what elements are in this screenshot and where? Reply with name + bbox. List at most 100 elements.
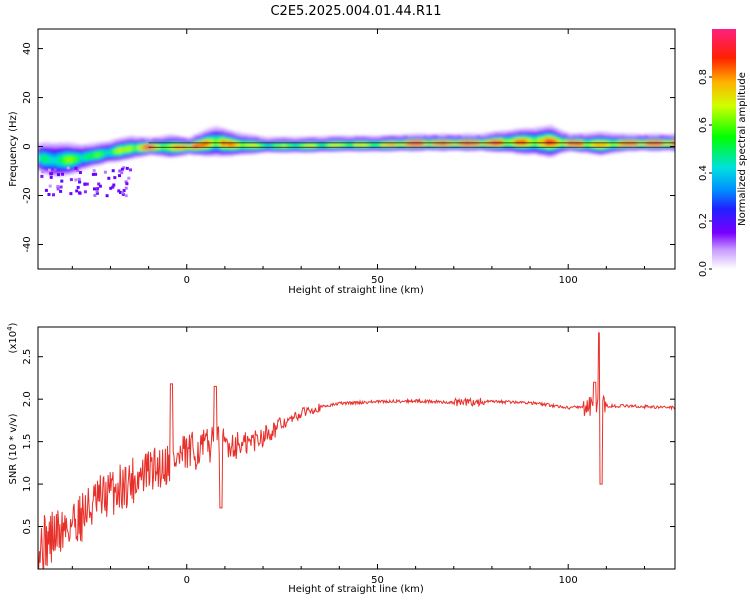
spectrogram-cell [373, 136, 379, 140]
spectrogram-cell [400, 135, 405, 139]
colorbar-tick-label: 0.0 [698, 261, 709, 277]
spectrogram-cell [610, 133, 615, 137]
spectrogram-cell [541, 126, 547, 131]
spectrogram-cell [488, 132, 493, 136]
spectrogram-speckle [49, 172, 53, 176]
spectrogram-cell [312, 136, 318, 140]
spectrogram-cell [278, 137, 283, 141]
spectrogram-speckle [120, 171, 124, 175]
y-tick-label: 0 [22, 143, 33, 149]
snr-ylabel: SNR (10 * v/v) [8, 413, 19, 484]
spectrogram-cell [617, 133, 623, 137]
spectrogram-cell [457, 134, 463, 138]
spectrogram-cell [602, 131, 608, 135]
spectrogram-cell [99, 141, 104, 146]
spectrogram-speckle [77, 177, 81, 181]
spectrogram-cell [625, 133, 630, 137]
spectrogram-speckle [112, 183, 116, 187]
spectrogram-cell [465, 133, 470, 137]
spectrogram-cell [430, 134, 436, 138]
y-tick-label: 2.0 [22, 391, 33, 407]
spectrogram-speckle [74, 166, 78, 170]
spectrogram-speckle [56, 185, 60, 189]
spectrogram-cell [675, 141, 680, 144]
colorbar-ticks: 0.0 0.2 0.4 0.6 0.8 [698, 69, 712, 277]
spectrogram-speckle [92, 169, 96, 173]
spectrogram-cell [347, 136, 352, 140]
spectrogram-cell [141, 137, 146, 141]
spectrogram-cell [591, 132, 596, 136]
spectrogram-cell [144, 136, 150, 140]
y-tick-label: 20 [22, 91, 33, 104]
spectrogram-cell [507, 130, 512, 135]
spectrogram-cell [221, 128, 226, 132]
spectrogram-cell [381, 135, 386, 140]
spectrogram-cell [503, 130, 508, 134]
spectrogram-cell [476, 134, 482, 138]
spectrogram-cell [171, 135, 177, 139]
spectrogram-cell [472, 133, 478, 137]
spectrogram-speckle [52, 193, 55, 197]
spectrogram-cell [160, 136, 165, 140]
spectrogram-cell [675, 135, 680, 138]
spectrogram-cell [633, 133, 638, 137]
spectrogram-cell [675, 146, 680, 149]
spectrogram-cell [461, 133, 466, 137]
spectrogram-cell [434, 134, 440, 138]
spectrogram-cell [163, 135, 169, 139]
spectrogram-xlabel: Height of straight line (km) [288, 285, 424, 296]
spectrogram-speckle [53, 168, 57, 172]
spectrogram-cell [667, 134, 672, 138]
spectrogram-cell [251, 135, 257, 139]
spectrogram-cell [335, 136, 341, 140]
colorbar-gradient [712, 29, 736, 269]
spectrogram-cell [175, 136, 180, 140]
spectrogram-speckle [40, 174, 44, 178]
spectrogram-cell [545, 125, 550, 130]
spectrogram-cell [247, 134, 253, 138]
spectrogram-cell [556, 129, 562, 133]
y-tick-label: -20 [22, 187, 33, 203]
spectrogram-speckle [124, 186, 128, 190]
spectrogram-cell [64, 142, 70, 146]
spectrogram-cell [301, 137, 306, 141]
spectrogram-speckle [118, 169, 122, 173]
spectrogram-cell [308, 137, 314, 141]
spectrogram-speckle [91, 172, 95, 176]
spectrogram-cell [415, 133, 421, 137]
spectrogram-cell [575, 133, 581, 137]
spectrogram-cell [259, 136, 264, 140]
spectrogram-cell [675, 142, 680, 145]
spectrogram-cell [316, 136, 321, 140]
spectrogram-cell [663, 134, 669, 138]
spectrogram-cell [350, 136, 356, 140]
spectrogram-cell [549, 125, 554, 129]
spectrogram-cell [320, 136, 325, 140]
spectrogram-cell [537, 126, 543, 130]
spectrogram-cell [568, 133, 573, 137]
spectrogram-cell [156, 137, 161, 141]
spectrogram-speckle [57, 173, 60, 177]
spectrogram-cell [87, 143, 93, 147]
spectrogram-speckle [120, 167, 124, 171]
spectrogram-speckle [105, 194, 109, 198]
spectrogram-cell [675, 143, 680, 146]
spectrogram-cell [579, 133, 585, 137]
spectrogram-cell [41, 142, 47, 146]
spectrogram-cell [331, 136, 337, 140]
spectrogram-cell [186, 138, 192, 142]
spectrogram-speckle [93, 187, 96, 191]
spectrogram-speckle [83, 182, 87, 186]
spectrogram-speckle [75, 189, 79, 193]
spectrogram-speckle [125, 166, 129, 170]
spectrogram-cell [408, 133, 413, 137]
spectrogram-cell [388, 135, 394, 139]
spectrogram-cell [343, 136, 348, 140]
spectrogram-cell [266, 137, 272, 141]
spectrogram-cell [491, 131, 497, 135]
spectrogram-cell [209, 127, 215, 131]
spectrogram-speckle [111, 169, 115, 173]
spectrogram-cell [450, 134, 455, 138]
spectrogram-cell [68, 142, 74, 146]
spectrogram-cell [522, 128, 527, 132]
